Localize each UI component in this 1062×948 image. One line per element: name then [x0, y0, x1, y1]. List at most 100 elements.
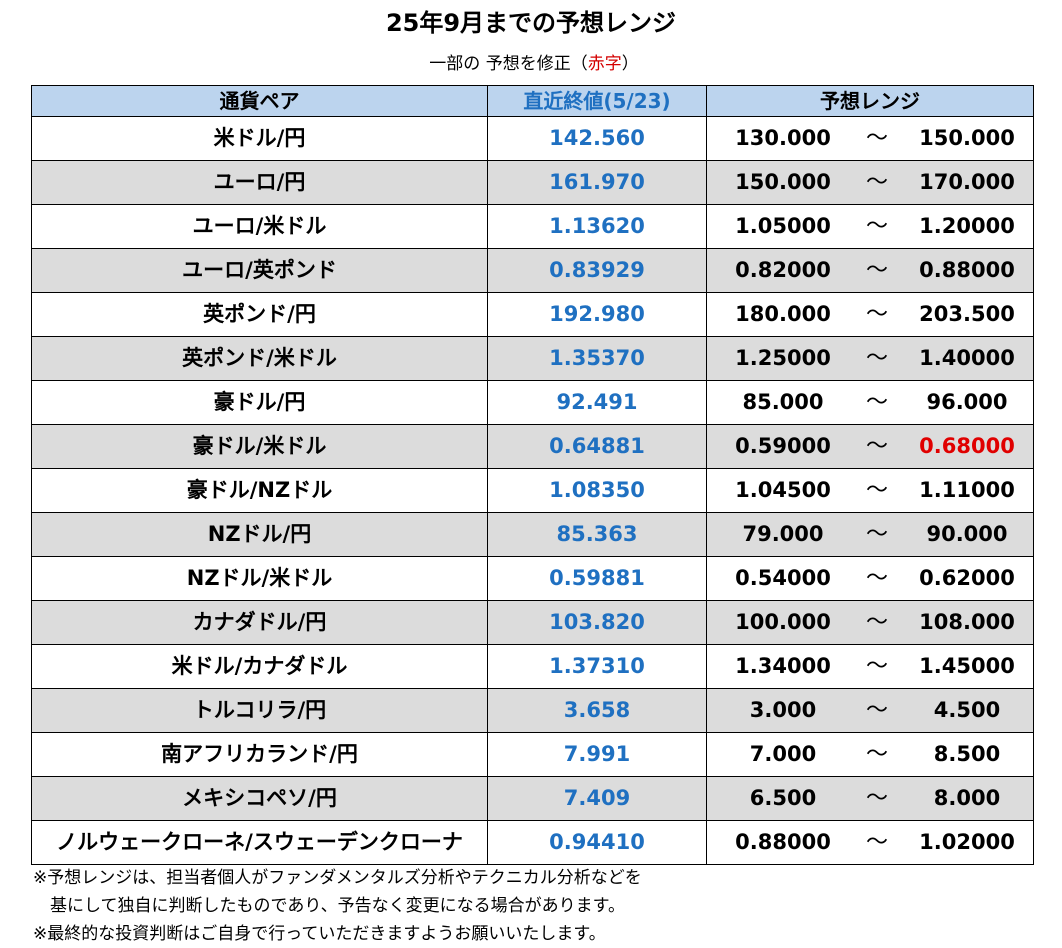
currency-pair-cell: 南アフリカランド/円: [31, 732, 488, 777]
forecast-range-cell: 0.88000 ～ 1.02000: [706, 820, 1034, 865]
range-container: 79.000 ～ 90.000: [707, 513, 1033, 556]
range-container: 100.000 ～ 108.000: [707, 601, 1033, 644]
range-tilde: ～: [865, 390, 888, 415]
latest-close-cell: 0.64881: [487, 424, 707, 469]
latest-close-cell: 1.13620: [487, 204, 707, 249]
forecast-range-cell: 100.000 ～ 108.000: [706, 600, 1034, 645]
forecast-range-cell: 3.000 ～ 4.500: [706, 688, 1034, 733]
range-high: 96.000: [926, 390, 1008, 414]
disclaimer-line: 基にして独自に判断したものであり、予告なく変更になる場合があります。: [33, 896, 625, 916]
range-tilde: ～: [865, 786, 888, 811]
range-low: 1.34000: [735, 654, 831, 678]
range-high: 4.500: [933, 698, 1001, 722]
table-row: NZドル/米ドル 0.59881 0.54000 ～ 0.62000: [31, 556, 1034, 601]
range-high: 8.500: [933, 742, 1001, 766]
currency-pair-cell: ノルウェークローネ/スウェーデンクローナ: [31, 820, 488, 865]
range-tilde: ～: [865, 478, 888, 503]
range-low: 0.54000: [735, 566, 831, 590]
table-row: 英ポンド/円 192.980 180.000 ～ 203.500: [31, 292, 1034, 337]
latest-close-cell: 103.820: [487, 600, 707, 645]
range-tilde: ～: [865, 566, 888, 591]
latest-close-cell: 0.83929: [487, 248, 707, 293]
latest-close-cell: 85.363: [487, 512, 707, 557]
forecast-range-cell: 1.04500 ～ 1.11000: [706, 468, 1034, 513]
table-header-row: 通貨ペア 直近終値(5/23) 予想レンジ: [31, 85, 1034, 117]
latest-close-cell: 0.59881: [487, 556, 707, 601]
range-container: 1.25000 ～ 1.40000: [707, 337, 1033, 380]
range-tilde: ～: [865, 522, 888, 547]
range-high: 0.88000: [919, 258, 1015, 282]
table-row: トルコリラ/円 3.658 3.000 ～ 4.500: [31, 688, 1034, 733]
range-high: 108.000: [919, 610, 1015, 634]
table-row: ユーロ/英ポンド 0.83929 0.82000 ～ 0.88000: [31, 248, 1034, 293]
range-high: 90.000: [926, 522, 1008, 546]
range-container: 6.500 ～ 8.000: [707, 777, 1033, 820]
range-container: 7.000 ～ 8.500: [707, 733, 1033, 776]
forecast-range-cell: 79.000 ～ 90.000: [706, 512, 1034, 557]
range-container: 130.000 ～ 150.000: [707, 117, 1033, 160]
table-row: 英ポンド/米ドル 1.35370 1.25000 ～ 1.40000: [31, 336, 1034, 381]
table-row: 豪ドル/米ドル 0.64881 0.59000 ～ 0.68000: [31, 424, 1034, 469]
latest-close-cell: 1.35370: [487, 336, 707, 381]
header-currency-pair: 通貨ペア: [31, 85, 488, 117]
range-low: 79.000: [742, 522, 824, 546]
forecast-range-cell: 1.34000 ～ 1.45000: [706, 644, 1034, 689]
range-high: 0.68000: [919, 434, 1015, 458]
revision-note-red-text: 赤字: [587, 54, 622, 74]
table-row: 南アフリカランド/円 7.991 7.000 ～ 8.500: [31, 732, 1034, 777]
latest-close-cell: 1.37310: [487, 644, 707, 689]
table-row: 米ドル/円 142.560 130.000 ～ 150.000: [31, 116, 1034, 161]
forecast-range-cell: 0.54000 ～ 0.62000: [706, 556, 1034, 601]
range-low: 85.000: [742, 390, 824, 414]
header-latest-close: 直近終値(5/23): [487, 85, 707, 117]
forecast-range-cell: 180.000 ～ 203.500: [706, 292, 1034, 337]
range-container: 0.59000 ～ 0.68000: [707, 425, 1033, 468]
header-forecast-range: 予想レンジ: [706, 85, 1034, 117]
range-high: 150.000: [919, 126, 1015, 150]
revision-note-prefix: 一部の 予想を修正（: [429, 54, 588, 74]
range-container: 0.82000 ～ 0.88000: [707, 249, 1033, 292]
forecast-range-cell: 1.25000 ～ 1.40000: [706, 336, 1034, 381]
latest-close-cell: 1.08350: [487, 468, 707, 513]
range-low: 1.05000: [735, 214, 831, 238]
range-container: 180.000 ～ 203.500: [707, 293, 1033, 336]
range-container: 0.54000 ～ 0.62000: [707, 557, 1033, 600]
range-low: 180.000: [735, 302, 831, 326]
range-container: 85.000 ～ 96.000: [707, 381, 1033, 424]
currency-pair-cell: メキシコペソ/円: [31, 776, 488, 821]
latest-close-cell: 192.980: [487, 292, 707, 337]
table-row: メキシコペソ/円 7.409 6.500 ～ 8.000: [31, 776, 1034, 821]
latest-close-cell: 7.409: [487, 776, 707, 821]
latest-close-cell: 161.970: [487, 160, 707, 205]
range-high: 1.11000: [919, 478, 1015, 502]
range-high: 8.000: [933, 786, 1001, 810]
forecast-range-cell: 0.59000 ～ 0.68000: [706, 424, 1034, 469]
latest-close-cell: 7.991: [487, 732, 707, 777]
currency-pair-cell: ユーロ/米ドル: [31, 204, 488, 249]
forecast-range-cell: 0.82000 ～ 0.88000: [706, 248, 1034, 293]
range-container: 0.88000 ～ 1.02000: [707, 821, 1033, 864]
currency-pair-cell: 米ドル/円: [31, 116, 488, 161]
table-row: 豪ドル/NZドル 1.08350 1.04500 ～ 1.11000: [31, 468, 1034, 513]
table-row: ユーロ/円 161.970 150.000 ～ 170.000: [31, 160, 1034, 205]
range-tilde: ～: [865, 126, 888, 151]
forecast-range-cell: 7.000 ～ 8.500: [706, 732, 1034, 777]
forecast-range-cell: 130.000 ～ 150.000: [706, 116, 1034, 161]
currency-pair-cell: カナダドル/円: [31, 600, 488, 645]
range-low: 150.000: [735, 170, 831, 194]
range-tilde: ～: [865, 302, 888, 327]
revision-note-suffix: ）: [621, 54, 639, 74]
range-low: 1.04500: [735, 478, 831, 502]
latest-close-cell: 0.94410: [487, 820, 707, 865]
currency-pair-cell: 豪ドル/円: [31, 380, 488, 425]
range-high: 1.40000: [919, 346, 1015, 370]
range-tilde: ～: [865, 434, 888, 459]
range-container: 1.34000 ～ 1.45000: [707, 645, 1033, 688]
table-row: 豪ドル/円 92.491 85.000 ～ 96.000: [31, 380, 1034, 425]
range-tilde: ～: [865, 698, 888, 723]
range-container: 1.04500 ～ 1.11000: [707, 469, 1033, 512]
range-low: 0.88000: [735, 830, 831, 854]
currency-pair-cell: 英ポンド/米ドル: [31, 336, 488, 381]
currency-pair-cell: 米ドル/カナダドル: [31, 644, 488, 689]
currency-pair-cell: 豪ドル/米ドル: [31, 424, 488, 469]
